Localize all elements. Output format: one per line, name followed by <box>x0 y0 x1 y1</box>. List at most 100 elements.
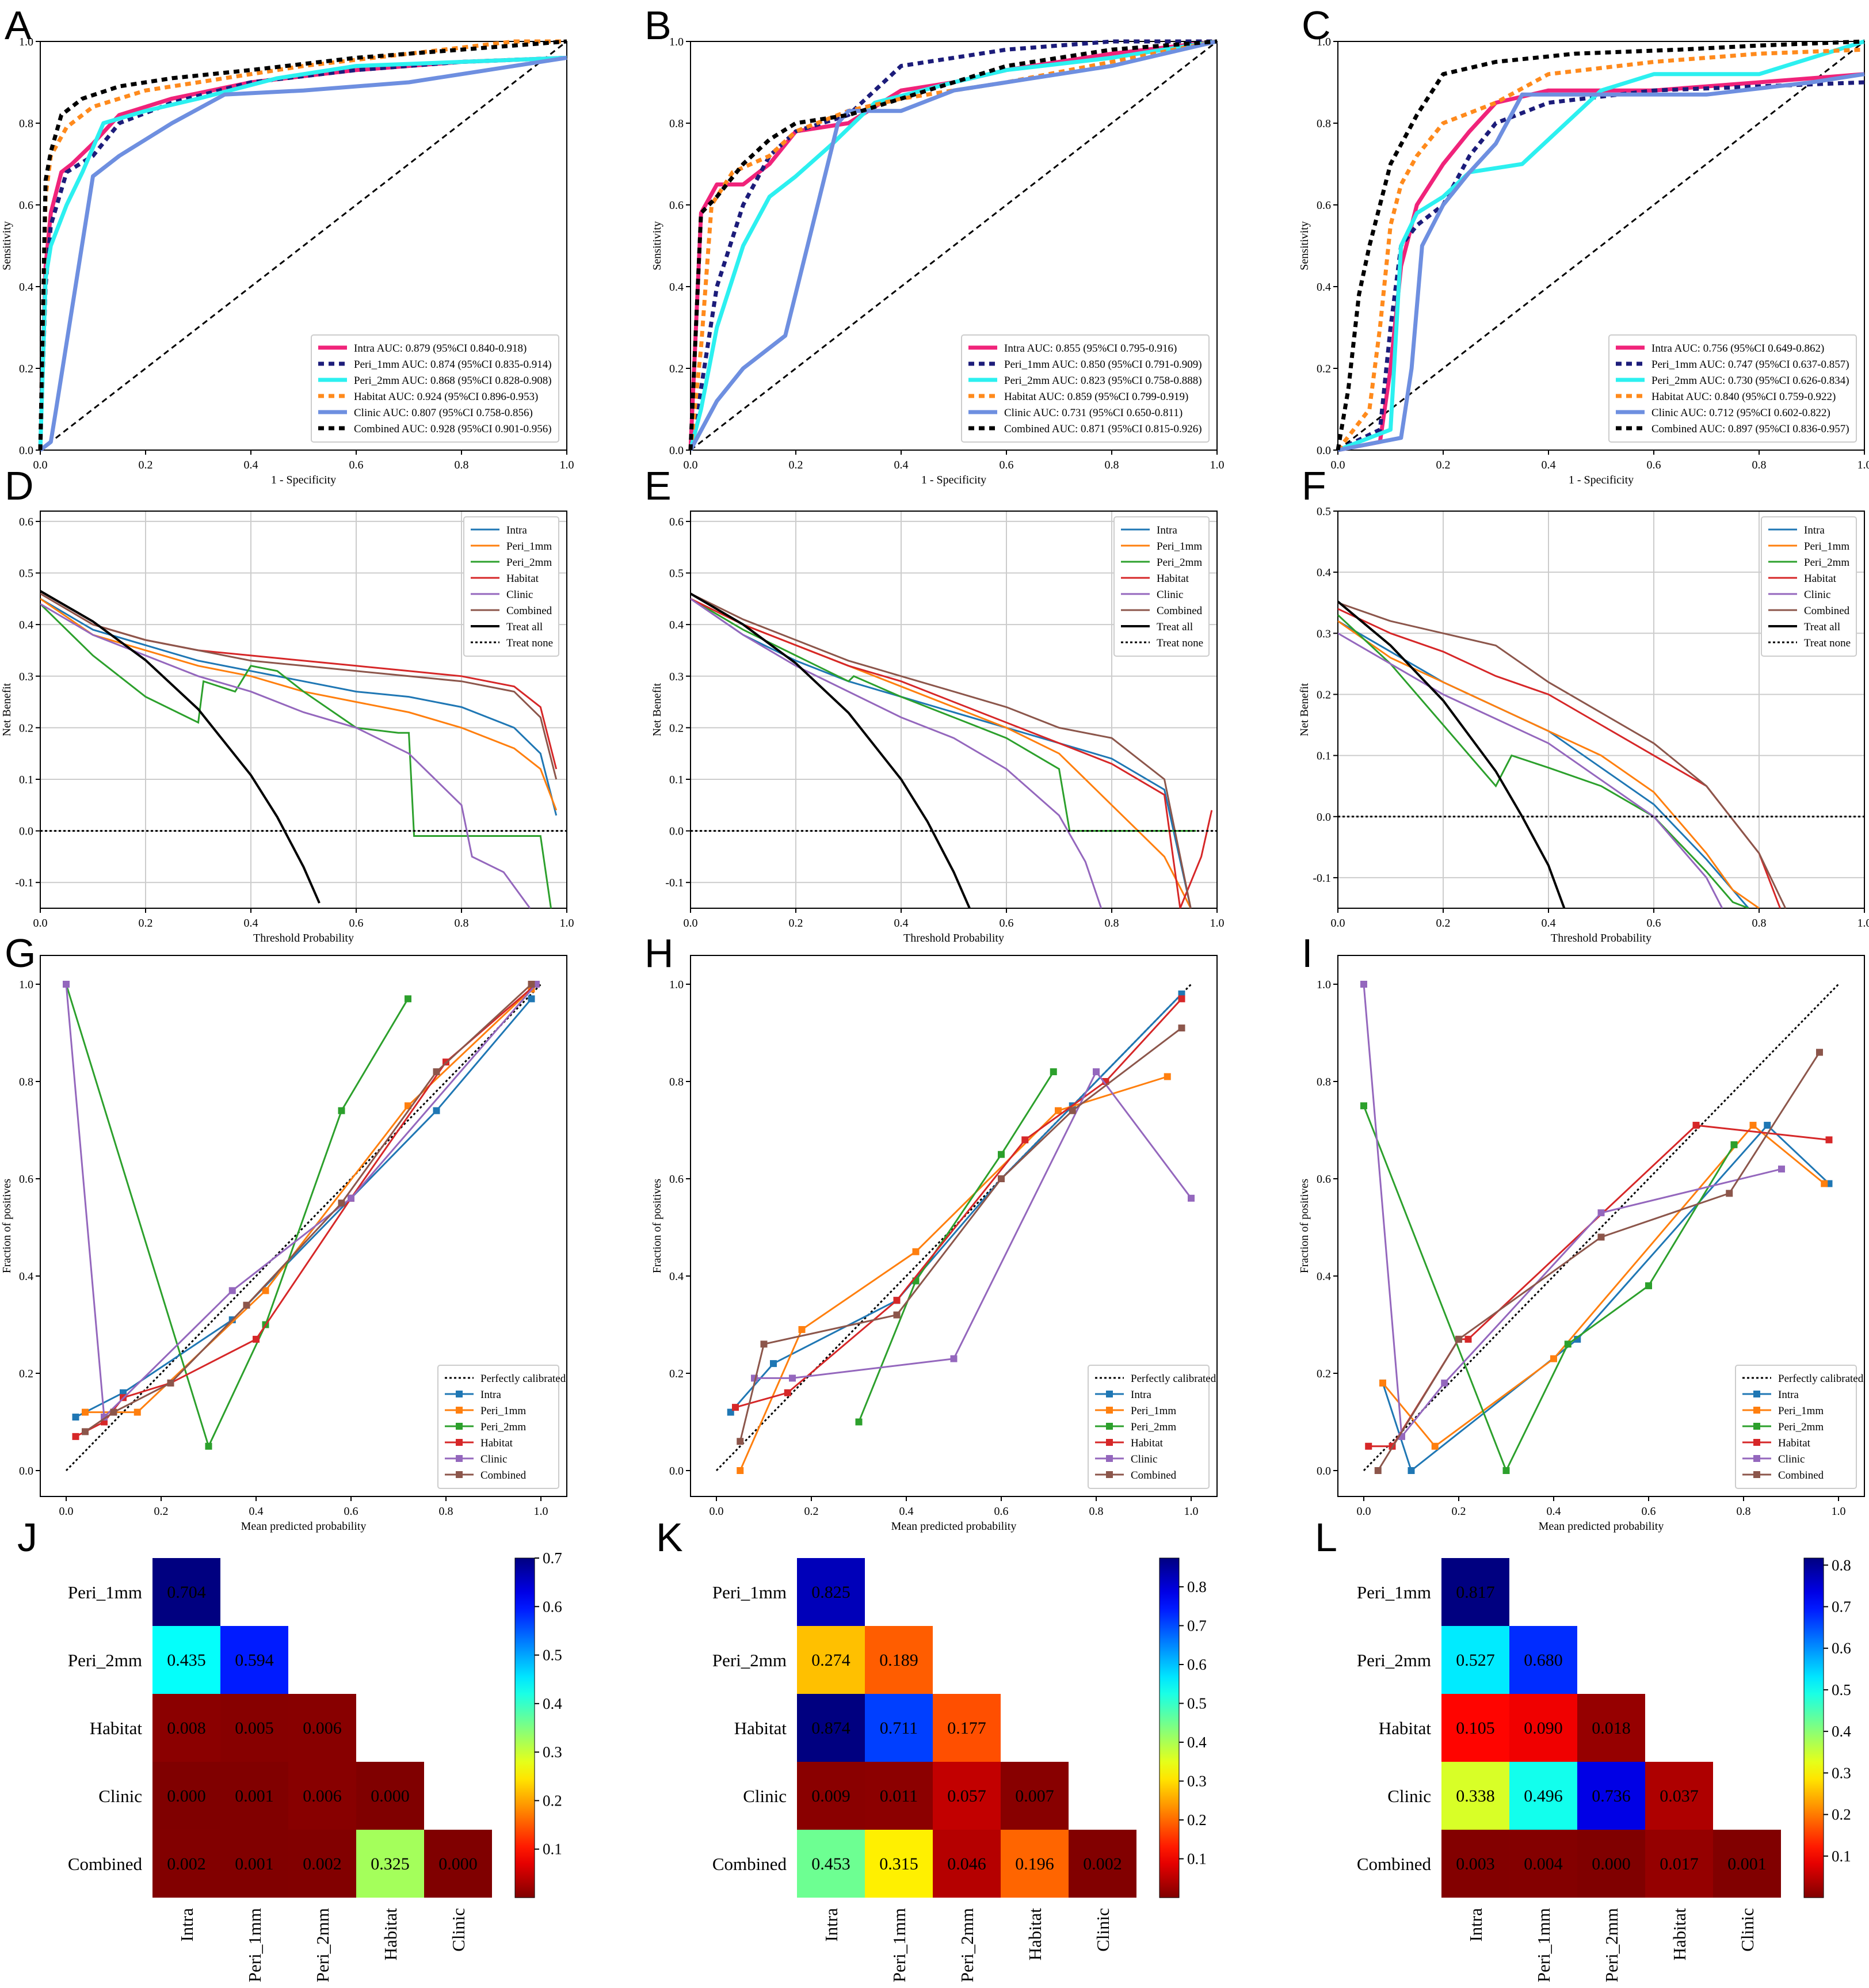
x-tick-label: 0.2 <box>789 917 803 930</box>
colorbar <box>1803 1557 1824 1898</box>
colorbar-tick-label: 0.2 <box>1187 1811 1207 1829</box>
calibration-point <box>82 1428 89 1435</box>
y-tick-label: 0.6 <box>19 516 33 528</box>
heatmap-cell <box>797 1626 865 1694</box>
heatmap-cell-value: 0.002 <box>1083 1854 1122 1873</box>
heatmap-cell <box>424 1830 492 1898</box>
colorbar-tick-label: 0.8 <box>1832 1556 1851 1574</box>
heatmap-cell-value: 0.189 <box>879 1651 918 1670</box>
dca-line <box>40 598 558 816</box>
heatmap-cell-value: 0.736 <box>1592 1787 1631 1806</box>
calibration-line <box>65 984 537 1419</box>
calibration-point <box>1178 995 1185 1003</box>
calibration-point <box>893 1311 901 1319</box>
heatmap-cell-value: 0.000 <box>438 1854 478 1873</box>
calibration-point <box>1050 1068 1057 1076</box>
calibration-point <box>1055 1107 1062 1114</box>
panel-letter-h: H <box>644 931 674 976</box>
calibration-line <box>730 993 1183 1413</box>
dca-panel-f: 0.0 0.2 0.4 0.6 0.8 1.0 -0.1 0.0 0.1 0.2 0.3 0.4 0.5… <box>1298 505 1869 945</box>
y-tick-label: 0.2 <box>1317 688 1331 701</box>
legend-marker <box>456 1439 463 1446</box>
heatmap-cell-value: 0.000 <box>1592 1854 1631 1873</box>
x-axis-label: Mean predicted probability <box>1539 1520 1664 1533</box>
x-tick-label: 0.6 <box>994 1505 1009 1518</box>
heatmap-cell <box>152 1694 220 1762</box>
legend-entry: Habitat <box>1157 573 1189 585</box>
heatmap-row-label: Peri_1mm <box>68 1582 142 1602</box>
y-axis-label: Fraction of positives <box>651 1179 663 1274</box>
y-tick-label: 0.2 <box>669 363 684 375</box>
legend-entry: Peri_2mm AUC: 0.823 (95%CI 0.758-0.888) <box>1004 375 1202 387</box>
heatmap-row-label: Peri_1mm <box>1357 1582 1431 1602</box>
x-tick-label: 0.2 <box>1436 459 1451 471</box>
legend-entry: Intra AUC: 0.855 (95%CI 0.795-0.916) <box>1004 342 1177 355</box>
calibration-point <box>1726 1190 1733 1197</box>
legend-entry: Treat all <box>1804 621 1840 633</box>
y-tick-label: 0.5 <box>1317 505 1331 518</box>
heatmap-cell <box>288 1694 356 1762</box>
legend-marker <box>456 1391 463 1397</box>
y-tick-label: 0.0 <box>669 1465 684 1477</box>
heatmap-cell-value: 0.325 <box>371 1854 410 1873</box>
calibration-point <box>528 995 535 1003</box>
dca-line <box>691 592 971 908</box>
legend-entry: Clinic <box>1804 589 1830 601</box>
legend-marker <box>1106 1471 1113 1478</box>
colorbar-tick-label: 0.6 <box>543 1598 562 1615</box>
y-tick-label: 0.8 <box>1317 117 1331 130</box>
calibration-point <box>998 1175 1005 1182</box>
plot-frame <box>40 511 567 909</box>
colorbar <box>514 1557 535 1898</box>
roc-line <box>38 39 567 451</box>
calibration-point <box>737 1467 744 1474</box>
heatmap-row-label: Peri_2mm <box>1357 1650 1431 1670</box>
calibration-point <box>1825 1136 1833 1144</box>
y-tick-label: 0.2 <box>19 722 33 734</box>
calibration-line <box>858 1071 1055 1423</box>
colorbar <box>1159 1557 1180 1898</box>
legend-box <box>463 516 559 657</box>
heatmap-cell <box>1577 1830 1645 1898</box>
y-tick-label: 0.8 <box>669 117 684 130</box>
y-tick-label: 0.2 <box>19 363 33 375</box>
heatmap-col-label: Intra <box>177 1908 197 1942</box>
legend-box <box>311 334 559 443</box>
heatmap-cell-value: 0.002 <box>167 1854 206 1873</box>
heatmap-col-label: Intra <box>821 1908 841 1942</box>
legend-entry: Peri_2mm <box>1131 1421 1176 1433</box>
colorbar-tick-label: 0.1 <box>543 1841 562 1858</box>
colorbar-tick-label: 0.6 <box>1832 1640 1851 1657</box>
calibration-point <box>1069 1107 1076 1114</box>
dca-line <box>40 598 558 811</box>
y-tick-label: 0.8 <box>19 1076 33 1088</box>
colorbar-tick-label: 0.6 <box>1187 1656 1207 1673</box>
legend-marker <box>1106 1455 1113 1462</box>
heatmap-col-label: Clinic <box>448 1908 468 1952</box>
calibration-point <box>789 1374 796 1382</box>
heatmap-cell <box>1713 1830 1781 1898</box>
heatmap-row-label: Combined <box>712 1854 787 1874</box>
heatmap-cell-value: 0.007 <box>1015 1787 1054 1806</box>
y-tick-label: -0.1 <box>15 877 33 889</box>
legend-entry: Combined <box>1778 1469 1824 1482</box>
heatmap-cell-value: 0.177 <box>947 1719 986 1738</box>
y-axis-label: Net Benefit <box>651 683 663 736</box>
y-axis-label: Fraction of positives <box>1298 1179 1311 1274</box>
plot-frame <box>1337 511 1865 909</box>
x-axis-label: 1 - Specificity <box>1569 474 1634 486</box>
plot-frame <box>690 955 1218 1497</box>
dca-panel-e: 0.0 0.2 0.4 0.6 0.8 1.0 -0.1 0.0 0.1 0.2 0.3 0.4 0.5… <box>651 511 1225 945</box>
calibration-point <box>1502 1467 1510 1474</box>
roc-line <box>688 39 1218 451</box>
x-tick-label: 0.2 <box>139 917 153 930</box>
y-tick-label: -0.1 <box>665 877 684 889</box>
y-tick-label: 0.0 <box>1317 811 1331 824</box>
x-tick-label: 1.0 <box>560 917 574 930</box>
heatmap-cell-value: 0.008 <box>167 1719 206 1738</box>
legend-entry: Clinic <box>1131 1453 1157 1465</box>
panel-letter-b: B <box>644 3 672 48</box>
calibration-point <box>1730 1141 1738 1148</box>
roc-line <box>688 39 1218 451</box>
heatmap-cell-value: 0.001 <box>235 1854 274 1873</box>
